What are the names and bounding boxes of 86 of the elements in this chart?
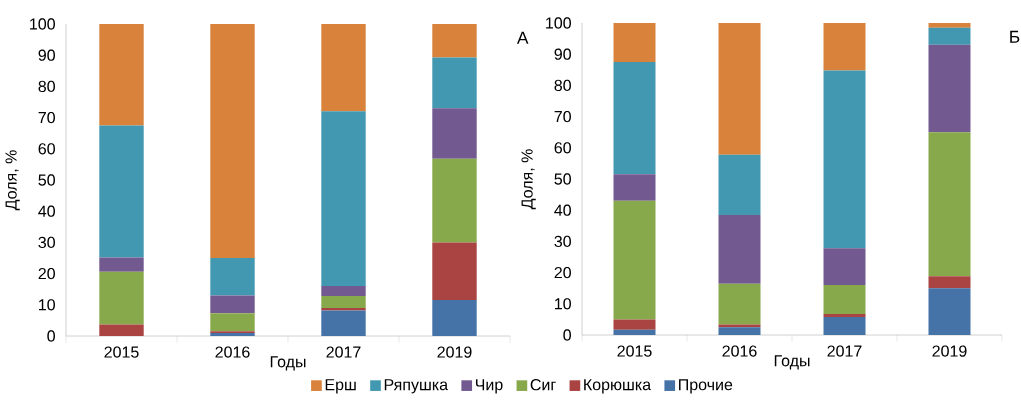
y-tick-label: 60 xyxy=(554,142,571,154)
legend-label: Корюшка xyxy=(584,379,652,394)
bar xyxy=(432,300,477,336)
bar xyxy=(823,248,866,286)
legend-label: Прочие xyxy=(679,379,733,394)
y-tick-label: 50 xyxy=(38,174,55,186)
y-tick-label: 80 xyxy=(554,79,571,92)
y-tick-label: 30 xyxy=(554,235,571,248)
bar xyxy=(99,125,144,258)
y-tick-label: 70 xyxy=(554,110,571,123)
y-tick-label: 80 xyxy=(38,80,55,93)
y-axis-title: Доля, % xyxy=(5,150,20,211)
bar xyxy=(321,24,366,112)
x-tick-label: 2015 xyxy=(617,345,652,357)
x-tick-label: 2015 xyxy=(104,346,139,358)
y-tick-label: 60 xyxy=(38,143,55,155)
bar xyxy=(928,44,971,133)
y-tick-label: 40 xyxy=(38,205,55,217)
bar xyxy=(432,24,477,58)
bar xyxy=(823,314,866,317)
bar xyxy=(210,24,255,258)
y-tick-label: 0 xyxy=(563,329,571,341)
y-tick-label: 10 xyxy=(555,298,571,310)
text: Б xyxy=(1010,30,1020,43)
y-tick-label: 20 xyxy=(554,266,571,279)
x-tick-label: 2017 xyxy=(827,345,862,357)
legend-label: Ерш xyxy=(325,379,356,394)
bar xyxy=(823,23,866,71)
bar xyxy=(613,200,656,320)
bar xyxy=(928,132,971,277)
bar xyxy=(718,154,761,215)
bar xyxy=(928,23,971,28)
y-tick-label: 0 xyxy=(47,330,55,342)
x-tick-label: 2019 xyxy=(932,345,967,357)
bar xyxy=(718,214,761,284)
bar xyxy=(99,24,144,126)
legend-label: Ряпушка xyxy=(384,379,449,394)
y-tick-label: 100 xyxy=(30,18,55,30)
y-tick-label: 40 xyxy=(554,204,571,216)
y-axis-title: Доля, % xyxy=(521,149,536,210)
bar xyxy=(432,242,477,301)
bar xyxy=(210,295,255,314)
bar xyxy=(613,23,656,62)
x-axis-title: Годы xyxy=(270,356,306,371)
bar xyxy=(718,283,761,325)
bar xyxy=(99,257,144,272)
x-tick-label: 2017 xyxy=(326,346,361,358)
bar xyxy=(613,62,656,175)
y-tick-label: 10 xyxy=(39,299,55,311)
bar xyxy=(718,327,761,335)
y-tick-label: 70 xyxy=(38,111,55,124)
bar xyxy=(823,285,866,315)
x-tick-label: 2016 xyxy=(215,346,250,358)
bar xyxy=(613,329,656,335)
bar xyxy=(321,310,366,336)
bar xyxy=(210,313,255,332)
bar xyxy=(321,296,366,308)
legend-label: Чир xyxy=(475,379,503,394)
y-tick-label: 20 xyxy=(38,267,55,280)
bar xyxy=(928,276,971,289)
bar xyxy=(321,111,366,287)
bar xyxy=(613,319,656,330)
y-tick-label: 100 xyxy=(546,17,571,29)
bar xyxy=(613,174,656,201)
x-tick-label: 2019 xyxy=(437,346,472,358)
bar xyxy=(718,324,761,328)
legend-label: Сиг xyxy=(530,379,556,391)
y-tick-label: 90 xyxy=(554,48,571,60)
bar xyxy=(928,27,971,45)
bar xyxy=(99,271,144,325)
bar xyxy=(210,258,255,296)
bar xyxy=(432,57,477,109)
x-tick-label: 2016 xyxy=(722,345,757,357)
bar xyxy=(823,70,866,249)
y-tick-label: 50 xyxy=(554,173,571,185)
bar xyxy=(718,23,761,155)
y-tick-label: 30 xyxy=(38,236,55,249)
text: А xyxy=(516,31,529,44)
bar xyxy=(823,316,866,335)
bar xyxy=(99,324,144,336)
bar xyxy=(928,288,971,335)
y-tick-label: 90 xyxy=(38,49,55,61)
x-axis-title: Годы xyxy=(774,355,810,370)
bar xyxy=(321,286,366,297)
bar xyxy=(432,158,477,243)
bar xyxy=(432,108,477,159)
